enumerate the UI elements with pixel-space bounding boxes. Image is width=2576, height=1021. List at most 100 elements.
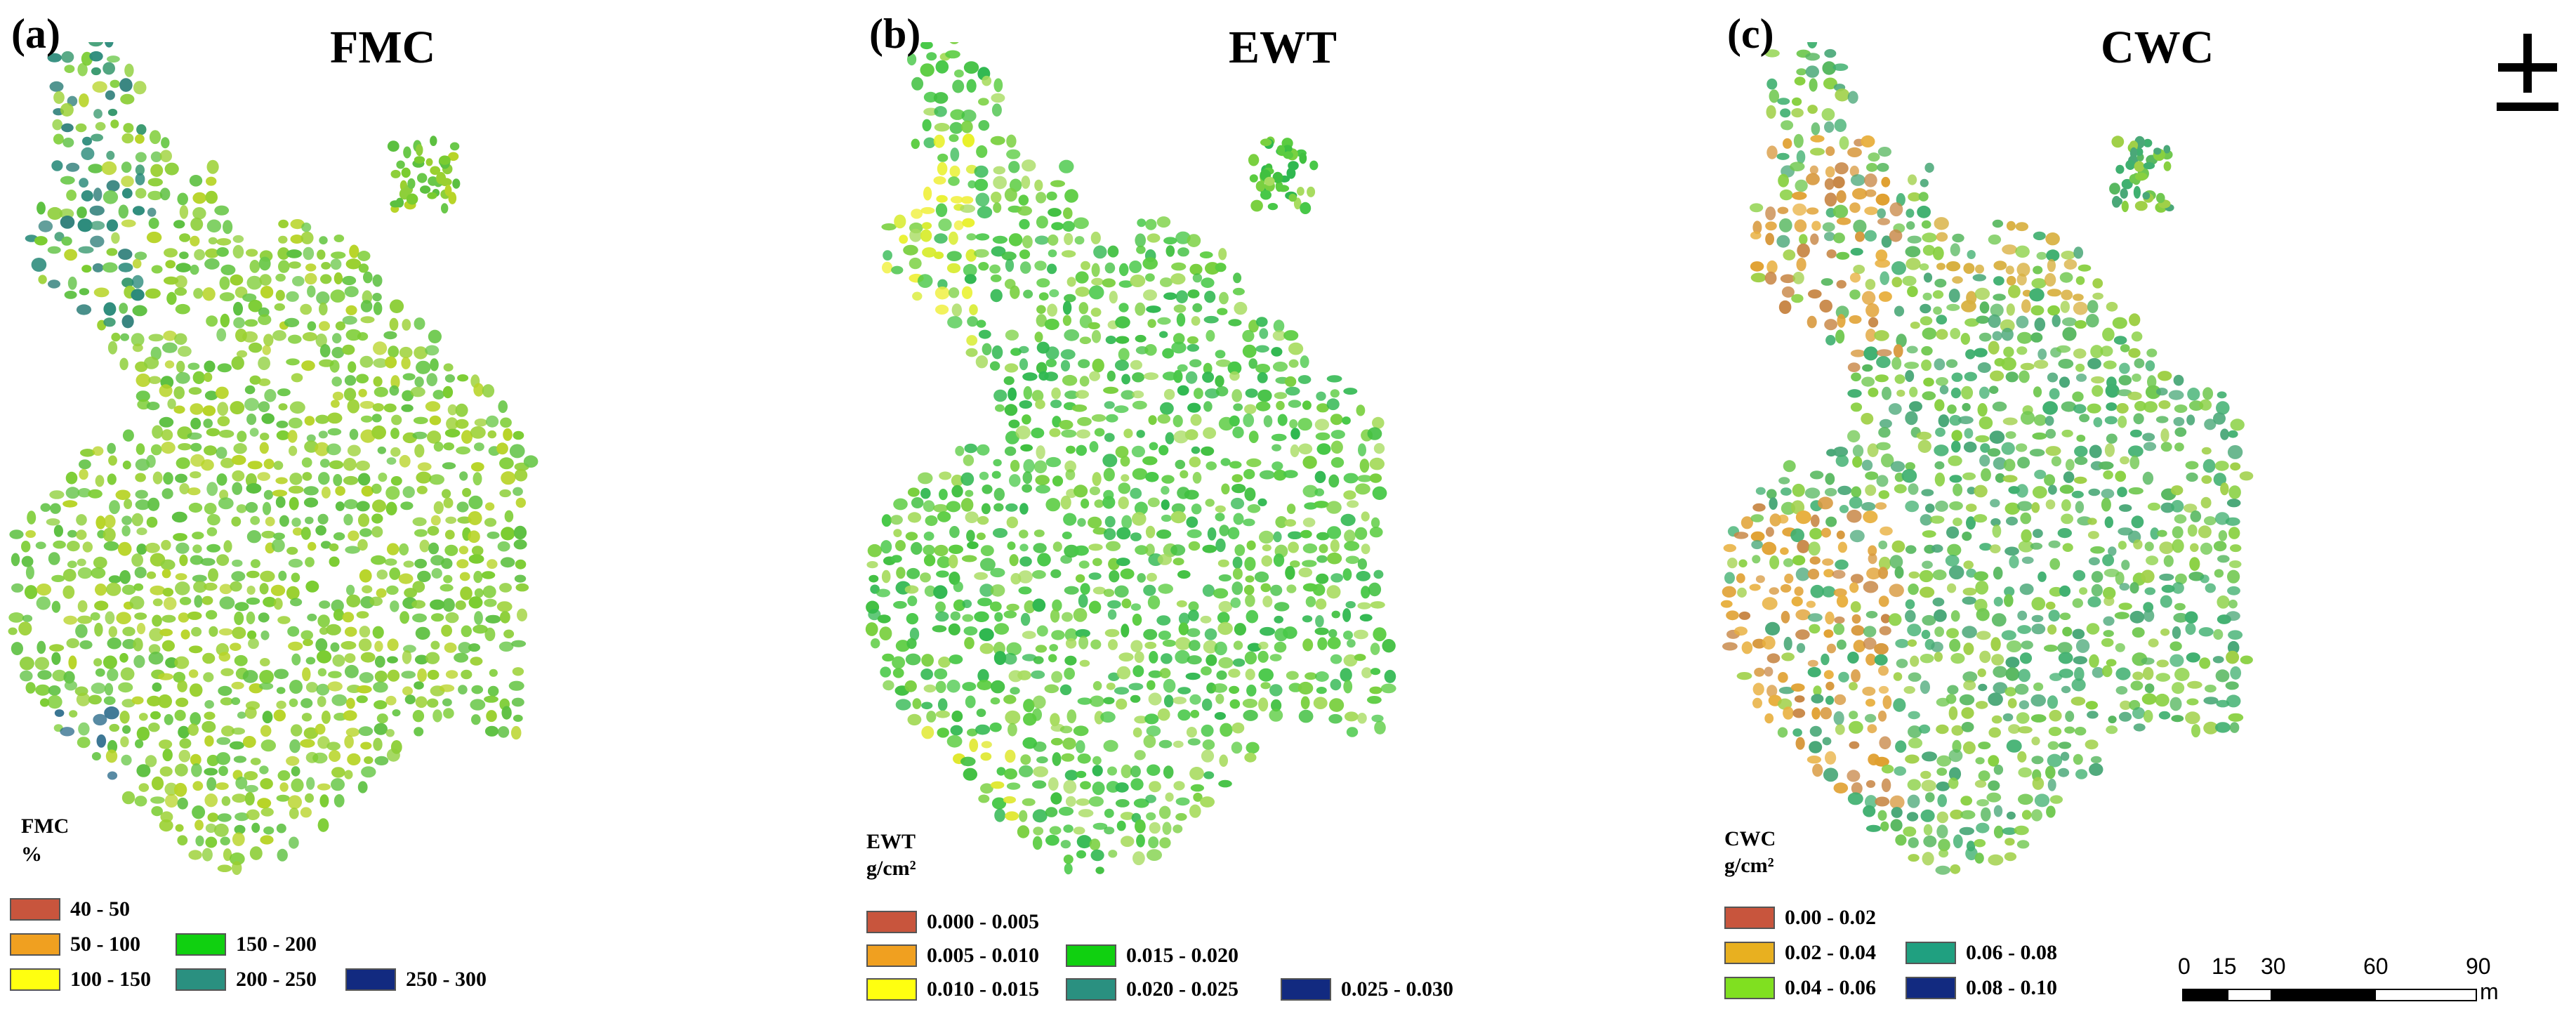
tree-crown xyxy=(136,373,151,388)
tree-crown xyxy=(1766,105,1776,119)
tree-crown xyxy=(40,503,51,512)
tree-crown xyxy=(455,403,468,417)
tree-crown xyxy=(374,655,385,668)
tree-crown xyxy=(246,611,256,625)
tree-crown xyxy=(1865,611,1878,619)
tree-crown xyxy=(947,316,963,329)
tree-crown xyxy=(80,449,95,457)
legend-item: 200 - 250 xyxy=(176,968,317,992)
tree-crown xyxy=(2220,482,2229,496)
tree-crown xyxy=(189,645,203,654)
tree-crown xyxy=(218,765,228,777)
tree-crown xyxy=(136,544,147,555)
tree-crown xyxy=(2134,201,2148,211)
tree-crown xyxy=(391,414,402,426)
tree-crown xyxy=(121,219,136,228)
tree-crown xyxy=(67,560,77,568)
tree-crown xyxy=(347,753,361,765)
tree-crown xyxy=(1919,263,1929,271)
tree-crown xyxy=(1064,294,1076,303)
tree-crown xyxy=(244,706,257,719)
tree-crown xyxy=(455,600,466,610)
tree-crown xyxy=(1807,659,1818,667)
tree-crown xyxy=(1965,846,1978,861)
tree-crown xyxy=(2059,612,2071,620)
tree-crown xyxy=(1790,528,1804,543)
tree-crown xyxy=(1288,400,1302,408)
tree-crown xyxy=(978,794,990,803)
tree-crown xyxy=(331,694,348,706)
tree-crown xyxy=(2115,686,2128,695)
tree-crown xyxy=(1851,372,1861,382)
tree-crown xyxy=(249,846,263,860)
tree-crown xyxy=(1896,389,1905,397)
tree-crown xyxy=(345,329,362,341)
tree-crown xyxy=(1052,475,1064,487)
tree-crown xyxy=(327,412,343,424)
tree-crown xyxy=(1307,186,1316,197)
tree-crown xyxy=(1850,402,1863,412)
tree-crown xyxy=(1229,461,1242,469)
tree-crown xyxy=(412,581,425,593)
tree-crown xyxy=(1776,152,1790,160)
tree-crown xyxy=(1807,666,1821,678)
tree-crown xyxy=(1232,658,1246,667)
tree-crown xyxy=(1920,514,1932,526)
tree-crown xyxy=(1288,359,1299,368)
tree-crown xyxy=(1330,573,1343,583)
tree-crown xyxy=(385,695,397,706)
tree-crown xyxy=(1177,247,1189,257)
tree-crown xyxy=(1934,609,1947,622)
tree-crown xyxy=(1882,695,1892,709)
tree-crown xyxy=(2032,486,2047,499)
tree-crown xyxy=(953,599,965,612)
tree-crown xyxy=(175,824,184,832)
tree-crown xyxy=(161,488,173,499)
tree-crown xyxy=(1874,756,1889,767)
tree-crown xyxy=(2133,539,2143,550)
tree-crown xyxy=(315,442,329,456)
tree-crown xyxy=(317,249,326,260)
tree-crown xyxy=(458,685,468,694)
tree-crown xyxy=(173,782,187,797)
tree-crown xyxy=(1722,586,1736,598)
tree-crown xyxy=(1159,331,1168,338)
tree-crown xyxy=(1776,235,1790,248)
tree-crown xyxy=(1966,516,1976,530)
tree-crown xyxy=(2061,499,2071,511)
tree-crown xyxy=(203,419,213,428)
tree-crown xyxy=(1992,401,2007,411)
tree-crown xyxy=(1186,516,1198,528)
tree-crown xyxy=(51,160,63,171)
tree-crown xyxy=(2087,596,2101,607)
tree-crown xyxy=(1864,173,1877,187)
tree-crown xyxy=(1752,220,1762,235)
tree-crown xyxy=(1821,108,1835,121)
tree-crown xyxy=(1781,487,1792,496)
tree-crown xyxy=(1825,695,1835,705)
tree-crown xyxy=(47,694,62,709)
legend-swatch xyxy=(1724,907,1775,929)
tree-crown xyxy=(2226,694,2241,708)
tree-crown xyxy=(316,291,330,305)
tree-crown xyxy=(1175,290,1188,304)
tree-crown xyxy=(1315,615,1324,628)
tree-crown xyxy=(214,205,230,216)
tree-crown xyxy=(1189,767,1204,780)
tree-crown xyxy=(1257,372,1268,383)
tree-crown xyxy=(1834,694,1847,706)
tree-crown xyxy=(1060,360,1071,371)
tree-crown xyxy=(1952,276,1963,284)
tree-crown xyxy=(273,461,284,470)
tree-crown xyxy=(204,390,218,400)
tree-crown xyxy=(218,430,235,438)
tree-crown xyxy=(81,265,92,273)
tree-crown xyxy=(937,727,949,738)
tree-crown xyxy=(373,681,388,693)
tree-crown xyxy=(1344,529,1356,543)
tree-crown xyxy=(2004,594,2014,607)
tree-crown xyxy=(1934,626,1944,637)
tree-crown xyxy=(175,573,187,581)
tree-crown xyxy=(1273,469,1287,481)
tree-crown xyxy=(965,348,978,357)
